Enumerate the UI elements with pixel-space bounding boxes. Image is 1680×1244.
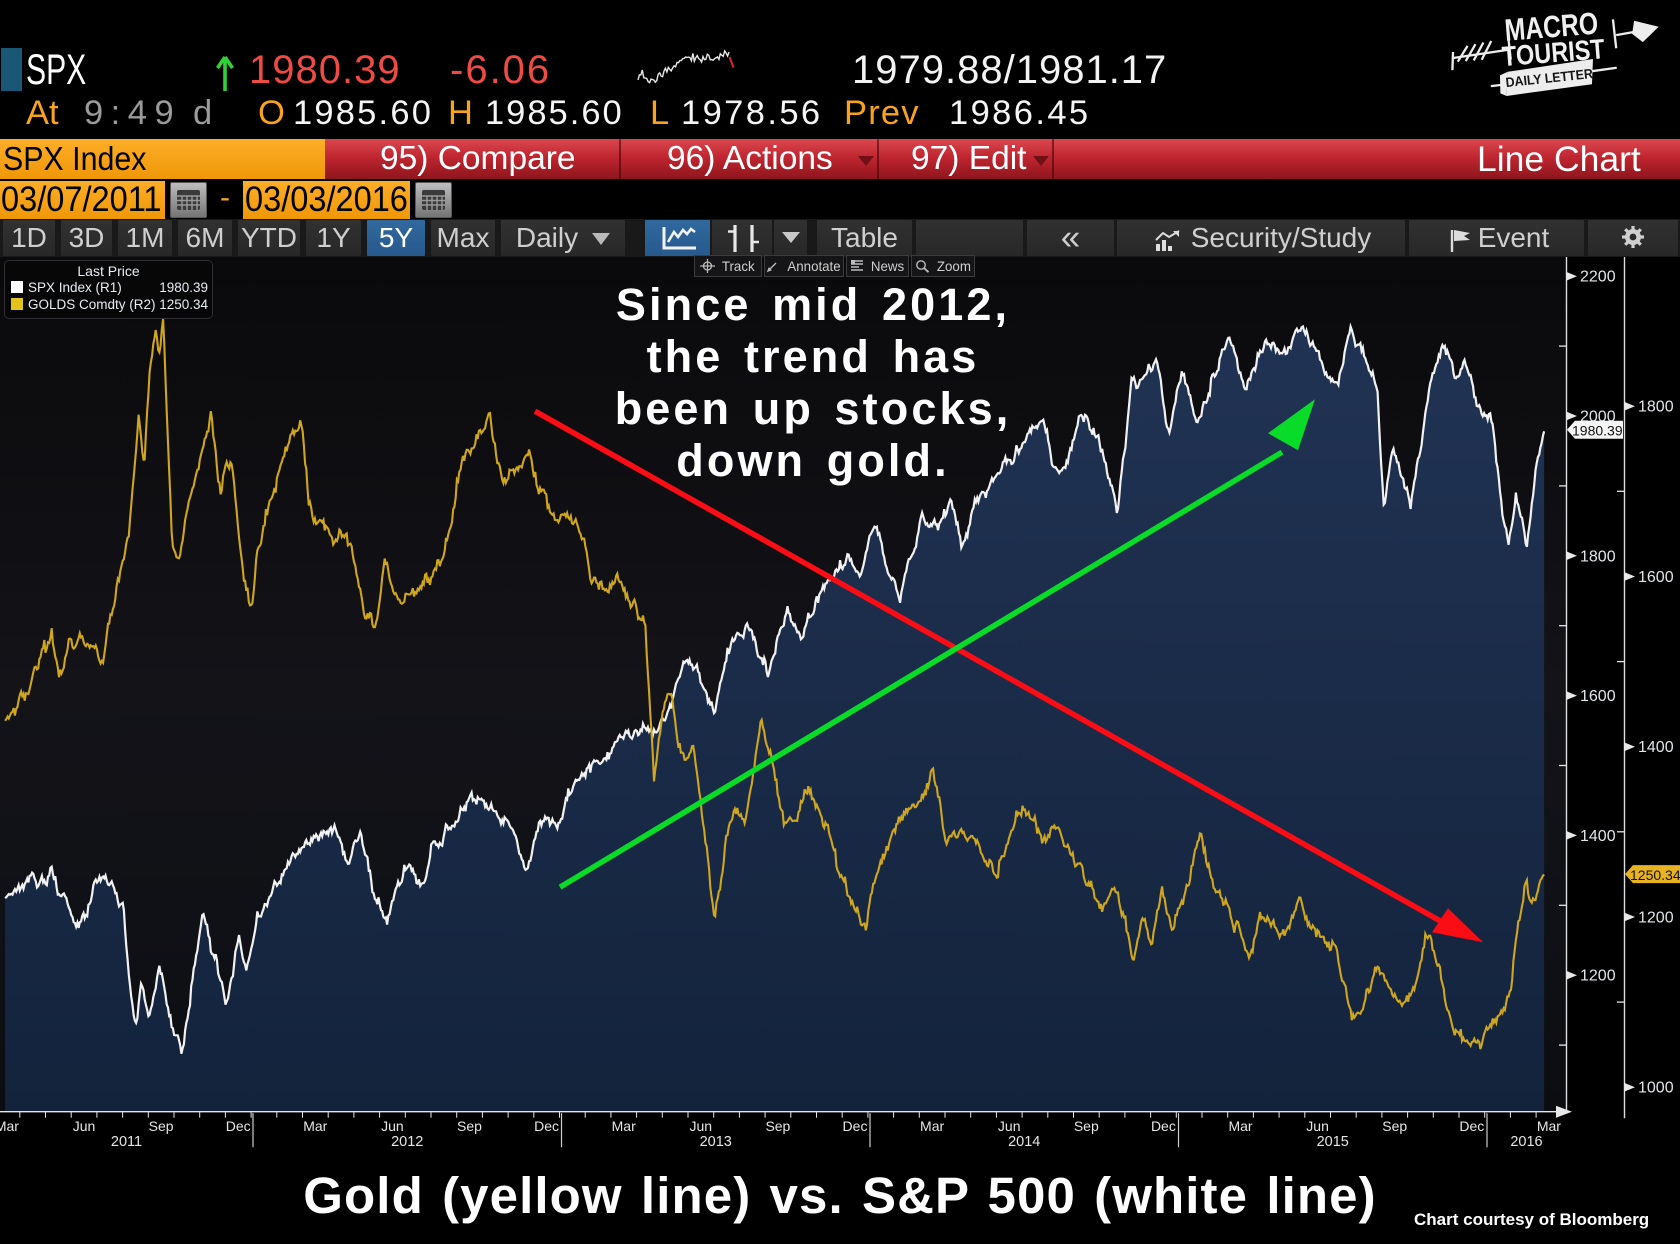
svg-text:2013: 2013 <box>700 1134 732 1150</box>
svg-text:2011: 2011 <box>111 1134 142 1150</box>
svg-text:Mar: Mar <box>1537 1118 1561 1134</box>
svg-text:1000: 1000 <box>1638 1080 1674 1097</box>
svg-text:1200: 1200 <box>1580 968 1616 985</box>
svg-text:Sep: Sep <box>457 1118 482 1134</box>
svg-text:Dec: Dec <box>1151 1118 1176 1134</box>
svg-text:2016: 2016 <box>1510 1134 1542 1150</box>
svg-text:1980.39: 1980.39 <box>1572 423 1623 439</box>
svg-text:1800: 1800 <box>1638 399 1674 416</box>
svg-text:MACRO: MACRO <box>1503 6 1599 47</box>
svg-text:Mar: Mar <box>920 1118 944 1134</box>
svg-text:Dec: Dec <box>843 1118 868 1134</box>
svg-text:1600: 1600 <box>1638 569 1674 586</box>
svg-text:1600: 1600 <box>1580 688 1616 705</box>
svg-text:Sep: Sep <box>765 1118 790 1134</box>
svg-text:Mar: Mar <box>0 1118 19 1134</box>
svg-text:Jun: Jun <box>73 1118 96 1134</box>
svg-text:2014: 2014 <box>1008 1134 1040 1150</box>
svg-text:Mar: Mar <box>303 1118 327 1134</box>
svg-text:Sep: Sep <box>1074 1118 1099 1134</box>
svg-text:2200: 2200 <box>1580 269 1616 286</box>
svg-text:Dec: Dec <box>534 1118 559 1134</box>
svg-text:2012: 2012 <box>391 1134 423 1150</box>
svg-text:Jun: Jun <box>381 1118 404 1134</box>
svg-text:1400: 1400 <box>1638 739 1674 756</box>
svg-text:1250.34: 1250.34 <box>1630 867 1680 883</box>
svg-text:Sep: Sep <box>149 1118 174 1134</box>
svg-text:Mar: Mar <box>1228 1118 1252 1134</box>
svg-text:1800: 1800 <box>1580 548 1616 565</box>
svg-text:Dec: Dec <box>1459 1118 1484 1134</box>
svg-text:Dec: Dec <box>226 1118 251 1134</box>
svg-text:Jun: Jun <box>998 1118 1021 1134</box>
svg-text:Mar: Mar <box>612 1118 636 1134</box>
svg-text:1400: 1400 <box>1580 828 1616 845</box>
svg-text:Sep: Sep <box>1382 1118 1407 1134</box>
svg-text:Jun: Jun <box>1306 1118 1329 1134</box>
svg-text:1200: 1200 <box>1638 910 1674 927</box>
svg-text:Jun: Jun <box>690 1118 713 1134</box>
svg-text:2015: 2015 <box>1317 1134 1349 1150</box>
